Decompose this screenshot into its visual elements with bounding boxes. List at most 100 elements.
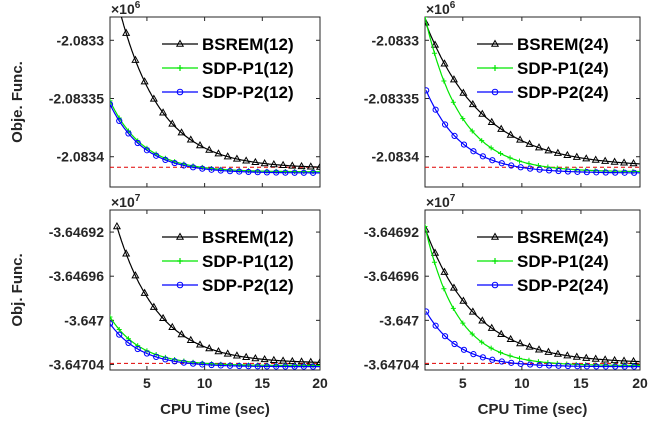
data-point-p2 [282,169,289,176]
data-point-bsrem [425,225,430,233]
data-point-p1 [517,158,523,164]
data-point-p2 [143,147,151,154]
data-point-p1 [441,286,447,292]
data-point-bsrem [619,356,629,364]
data-point-p2 [134,139,141,147]
data-point-p2 [171,159,178,167]
y-axis-label: Obje. Func. [9,61,26,143]
plot-panel-2: -2.0833 -2.08335 -2.0834 ×106 BSREM(24) SDP-P… [364,0,641,188]
legend-label-bsrem: BSREM(12) [202,228,294,247]
data-point-p1 [469,331,475,337]
data-point-p2 [162,356,169,363]
y-tick-label: -2.08335 [364,91,419,107]
data-point-p2 [134,345,141,353]
y-tick-label: -3.64696 [49,268,104,284]
legend: BSREM(24) SDP-P1(24) SDP-P2(24) [477,35,609,102]
axes-box [424,209,641,371]
data-point-p2 [545,167,553,174]
legend-marker [176,281,184,289]
data-point-p2 [153,152,160,159]
x-axis-label: CPU Time (sec) [478,401,588,418]
data-point-p2 [432,106,439,113]
data-point-bsrem [478,109,487,117]
data-point-p2 [125,130,132,137]
data-point-p2 [217,362,224,369]
data-point-p2 [291,363,298,370]
data-point-bsrem [582,353,591,361]
legend-label-p2: SDP-P2(12) [202,276,294,295]
data-point-p1 [545,164,551,170]
legend-marker [492,65,498,71]
data-point-bsrem [168,119,177,127]
plot-area [110,222,320,370]
data-point-p1 [110,314,113,320]
data-point-p2 [162,156,169,164]
data-point-bsrem [306,357,315,365]
legend-label-bsrem: BSREM(24) [517,35,609,54]
data-point-bsrem [572,152,581,160]
data-point-bsrem [131,271,140,279]
data-point-bsrem [223,152,232,160]
series-line-bsrem [120,17,320,168]
x-axis-label: CPU Time (sec) [160,401,270,418]
y-tick-label: -3.64692 [364,224,419,240]
data-point-bsrem [269,159,278,168]
data-point-bsrem [131,55,140,63]
data-point-bsrem [140,288,149,296]
data-point-bsrem [487,117,496,125]
data-point-p2 [460,346,468,353]
data-point-bsrem [242,352,251,360]
data-point-bsrem [214,149,223,157]
data-point-p2 [441,333,449,340]
data-point-bsrem [459,296,468,304]
series-line-p2 [425,90,640,174]
data-point-p2 [432,322,439,329]
data-point-bsrem [149,302,158,310]
data-point-p1 [116,326,122,332]
legend-marker [490,232,500,240]
y-tick-label: -3.64692 [49,224,104,240]
data-point-p2 [583,363,590,370]
data-point-bsrem [449,283,458,291]
legend-label-p1: SDP-P1(24) [517,59,609,78]
axis-exponent-label: ×107 [111,193,141,210]
data-point-bsrem [629,158,638,167]
y-tick-label: -3.64704 [364,356,419,372]
data-point-p2 [263,169,271,176]
data-point-p2 [273,169,280,176]
data-point-p2 [498,358,505,365]
series-line-p2 [425,311,640,368]
legend-label-p1: SDP-P1(12) [202,59,294,78]
data-point-p1 [425,224,428,230]
legend-marker [491,88,499,96]
data-point-p2 [621,169,628,176]
data-point-p2 [564,362,572,370]
data-point-bsrem [242,156,251,164]
data-point-bsrem [601,355,610,363]
data-point-p2 [517,360,524,367]
data-point-bsrem [544,347,553,355]
x-tick-label: 5 [143,375,151,391]
x-tick-label: 10 [197,375,213,391]
data-point-p2 [226,168,234,175]
data-point-bsrem [534,345,544,353]
data-point-p2 [593,169,600,176]
y-tick-label: -3.64696 [364,268,419,284]
data-point-p2 [226,362,234,369]
data-point-bsrem [516,135,525,143]
data-point-p1 [517,355,523,361]
data-point-bsrem [430,40,440,48]
data-point-p2 [583,169,590,176]
data-point-p2 [282,363,289,370]
data-point-p2 [189,164,197,171]
plot-panel-3: 5 10 15 20 -3.64692 -3.64696 -3.647 -3.64704 ×10… [9,193,328,418]
legend-label-p1: SDP-P1(24) [517,252,609,271]
data-point-p2 [498,160,505,167]
data-point-p2 [451,340,458,348]
legend-marker [175,232,185,240]
data-point-bsrem [297,161,306,170]
legend-marker [176,88,184,96]
y-tick-label: -2.0833 [372,32,420,48]
data-point-p2 [199,165,206,172]
x-tick-label: 15 [255,375,271,391]
